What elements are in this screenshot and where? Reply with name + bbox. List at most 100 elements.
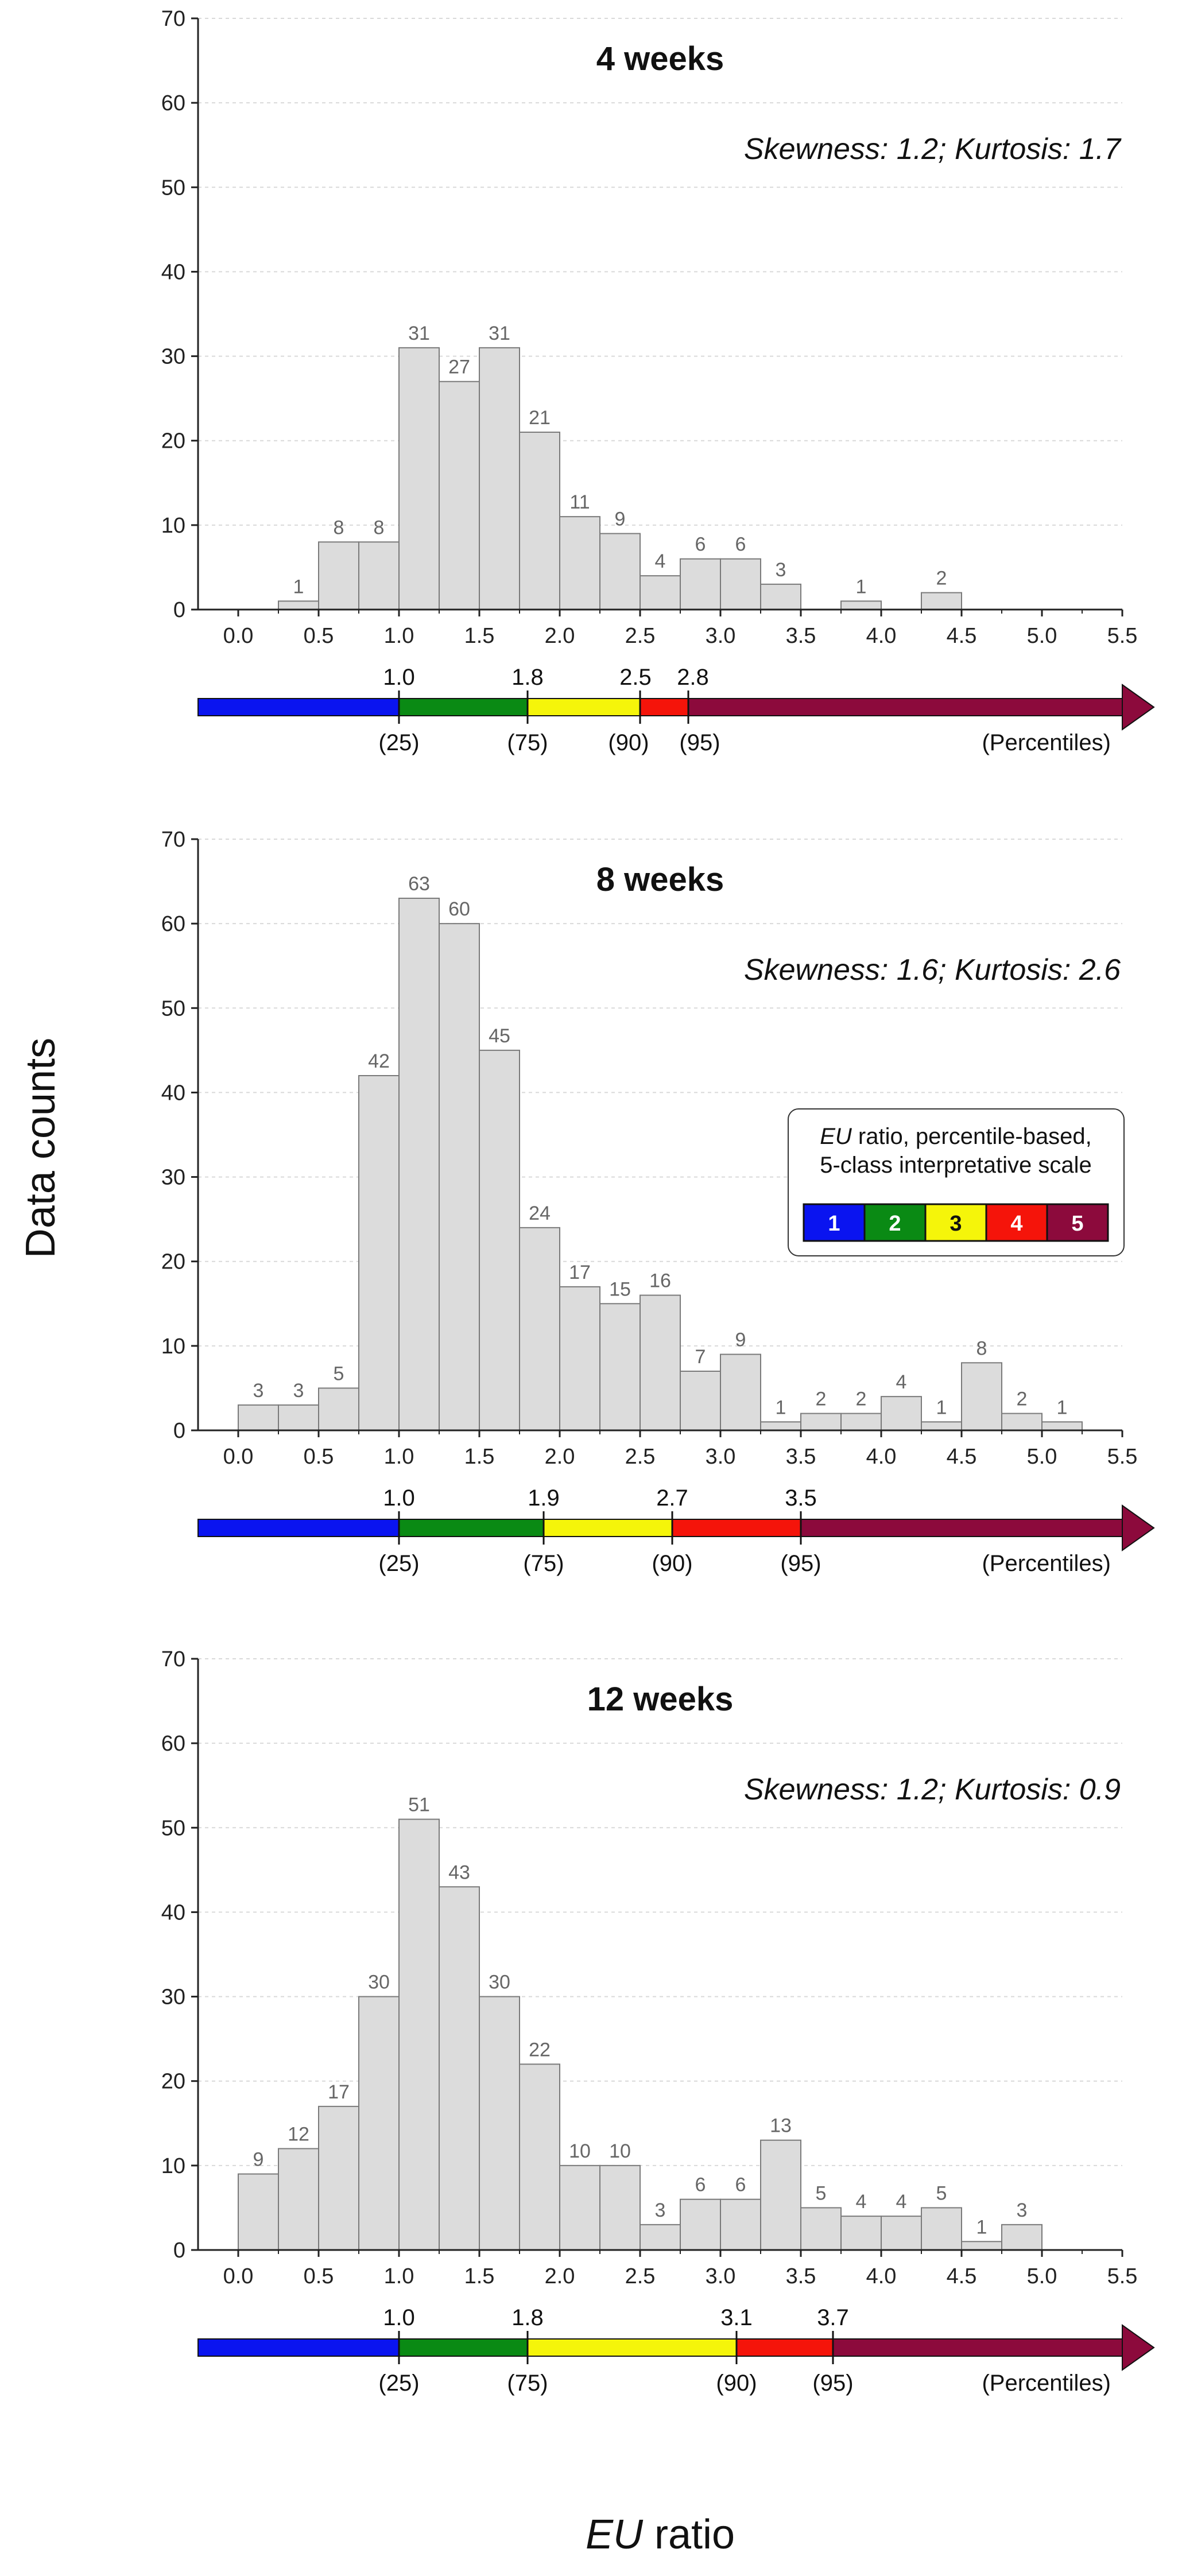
scale-segment-class-1	[197, 2338, 400, 2357]
x-tick-label: 4.5	[947, 624, 977, 648]
histogram-bar	[238, 2173, 279, 2251]
y-tick-label: 60	[161, 912, 185, 936]
histogram-bar	[961, 1362, 1002, 1431]
percentile-scale-bar: 1.0 (25) 1.9 (75) 2.7 (90) 3.5 (95) (Percentiles…	[197, 1485, 1155, 1576]
histogram-bar	[640, 575, 681, 611]
scale-arrow-head	[1122, 684, 1155, 731]
bar-count-label: 1	[856, 576, 867, 598]
x-tick-label: 0.5	[304, 1445, 334, 1469]
bar-count-label: 12	[288, 2123, 309, 2145]
legend-swatch-class-3	[924, 1203, 987, 1242]
scale-percentile-label: (95)	[812, 2371, 853, 2396]
y-tick-label: 0	[173, 598, 185, 622]
scale-percentile-label: (25)	[378, 1551, 419, 1576]
x-tick-label: 5.5	[1107, 1445, 1138, 1469]
bar-count-label: 4	[896, 1371, 907, 1393]
scale-segment-class-2	[398, 1519, 544, 1537]
panel-title: 8 weeks	[596, 861, 724, 898]
y-tick-label: 0	[173, 2239, 185, 2263]
histogram-bar	[1041, 1421, 1083, 1431]
bar-count-label: 16	[649, 1270, 671, 1292]
bar-count-label: 63	[408, 873, 430, 895]
histogram-bar	[318, 2105, 359, 2251]
histogram-bar	[800, 1413, 842, 1431]
bar-count-label: 5	[936, 2182, 947, 2204]
bar-count-label: 60	[448, 898, 470, 920]
bar-count-label: 2	[1017, 1388, 1028, 1410]
histogram-bar	[479, 1049, 520, 1431]
histogram-bar	[680, 558, 721, 611]
scale-segment-class-1	[197, 698, 400, 716]
x-tick-label: 0.5	[304, 2264, 334, 2288]
bar-count-label: 1	[776, 1396, 786, 1418]
x-tick-label: 1.0	[384, 1445, 414, 1469]
scale-segment-class-1	[197, 1519, 400, 1537]
y-tick-label: 50	[161, 1816, 185, 1840]
histogram-bar	[358, 541, 400, 610]
scale-threshold-value: 2.5	[619, 665, 652, 690]
histogram-bar	[398, 898, 440, 1431]
x-tick-label: 4.0	[866, 1445, 897, 1469]
legend-swatch-label: 2	[889, 1212, 901, 1236]
scale-segment-class-3	[527, 2338, 737, 2357]
bar-count-label: 22	[529, 2039, 551, 2061]
scale-segment-class-2	[398, 2338, 528, 2357]
scale-percentile-label: (25)	[378, 730, 419, 755]
bar-count-label: 5	[816, 2182, 827, 2204]
y-tick-label: 70	[161, 828, 185, 852]
scale-percentile-label: (90)	[716, 2371, 757, 2396]
histogram-bar	[840, 1413, 882, 1431]
y-tick-label: 30	[161, 345, 185, 369]
histogram-bar	[640, 2224, 681, 2251]
scale-segment-class-4	[672, 1519, 801, 1537]
bar-count-label: 21	[529, 407, 551, 429]
bar-count-label: 3	[655, 2199, 666, 2221]
x-tick-label: 2.5	[625, 1445, 656, 1469]
y-tick-label: 40	[161, 260, 185, 284]
histogram-bar	[358, 1996, 400, 2251]
scale-threshold-value: 1.0	[383, 1485, 415, 1511]
scale-arrow-head	[1122, 1504, 1155, 1551]
bar-count-label: 27	[448, 356, 470, 378]
bar-count-label: 4	[655, 550, 666, 572]
legend-line-1-rest: ratio, percentile-based,	[852, 1124, 1092, 1149]
bar-count-label: 9	[735, 1329, 746, 1351]
bar-count-label: 17	[569, 1262, 591, 1283]
scale-percentile-label: (75)	[507, 2371, 548, 2396]
bar-count-label: 8	[976, 1337, 987, 1359]
histogram-bar	[1001, 2224, 1043, 2251]
x-tick-label: 5.0	[1027, 1445, 1057, 1469]
x-tick-label: 5.5	[1107, 2264, 1138, 2288]
bar-count-label: 5	[334, 1363, 344, 1384]
histogram-bar	[398, 1818, 440, 2251]
bar-count-label: 3	[1017, 2199, 1028, 2221]
histogram-bar	[720, 2198, 761, 2251]
bar-count-label: 2	[936, 568, 947, 589]
x-tick-label: 2.5	[625, 2264, 656, 2288]
histogram-bar	[599, 1303, 641, 1431]
histogram-bar	[519, 1227, 560, 1431]
legend-line-2: 5-class interpretative scale	[820, 1153, 1092, 1178]
histogram-bar	[318, 541, 359, 610]
scale-threshold-value: 2.7	[656, 1485, 688, 1511]
x-axis-title-rest: ratio	[643, 2512, 735, 2558]
x-tick-label: 3.5	[786, 1445, 816, 1469]
histogram-bar	[278, 1404, 319, 1431]
panel-title: 4 weeks	[596, 40, 724, 77]
percentile-scale-bar: 1.0 (25) 1.8 (75) 2.5 (90) 2.8 (95) (Percentiles…	[197, 665, 1155, 755]
scale-percentile-label: (75)	[507, 730, 548, 755]
legend-swatch-label: 5	[1071, 1212, 1083, 1236]
y-tick-label: 0	[173, 1419, 185, 1443]
scale-threshold-value: 1.8	[511, 665, 544, 690]
x-tick-label: 1.5	[464, 1445, 495, 1469]
scale-segment-class-3	[527, 698, 641, 716]
histogram-bar	[921, 2207, 962, 2251]
histogram-bar	[479, 347, 520, 610]
bar-count-label: 13	[770, 2115, 792, 2137]
bar-count-label: 42	[368, 1050, 390, 1072]
bar-count-label: 1	[1057, 1396, 1068, 1418]
x-tick-label: 3.0	[706, 2264, 736, 2288]
y-tick-label: 50	[161, 176, 185, 200]
scale-threshold-value: 3.5	[785, 1485, 817, 1511]
